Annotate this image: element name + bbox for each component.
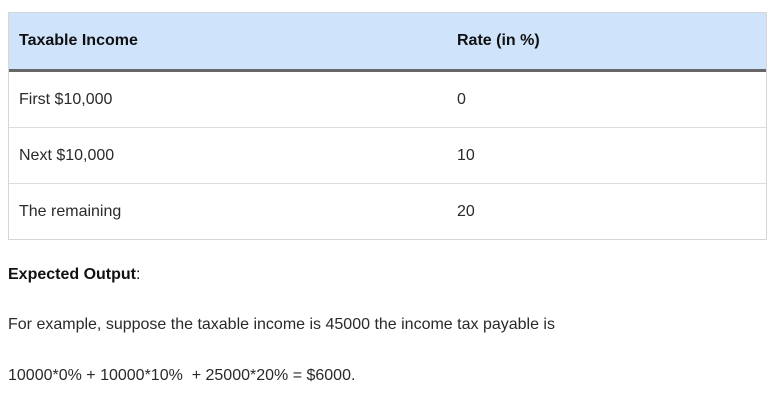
- tax-table: Taxable Income Rate (in %) First $10,000…: [9, 13, 766, 239]
- header-rate: Rate (in %): [453, 13, 766, 72]
- expected-output-label: Expected Output: [8, 266, 137, 283]
- rate-cell: 0: [453, 70, 766, 128]
- income-cell: Next $10,000: [9, 127, 453, 184]
- heading-colon: :: [136, 266, 141, 283]
- header-taxable-income: Taxable Income: [9, 13, 453, 72]
- table-row: First $10,000 0: [9, 70, 766, 128]
- header-row: Taxable Income Rate (in %): [9, 13, 766, 72]
- expected-output-heading: Expected Output:: [8, 264, 140, 286]
- table-header: Taxable Income Rate (in %): [9, 13, 766, 72]
- table-row: The remaining 20: [9, 184, 766, 240]
- income-cell: The remaining: [19, 202, 122, 220]
- rate-cell: 10: [453, 127, 766, 184]
- rate-cell: 20: [457, 202, 475, 220]
- example-paragraph: For example, suppose the taxable income …: [8, 316, 555, 333]
- table-body: First $10,000 0 Next $10,000 10 The rema…: [9, 70, 766, 240]
- income-cell: First $10,000: [9, 70, 453, 128]
- table-row: Next $10,000 10: [9, 127, 766, 184]
- formula-paragraph: 10000*0% + 10000*10% + 25000*20% = $6000…: [8, 367, 356, 384]
- tax-rate-table: Taxable Income Rate (in %) First $10,000…: [8, 12, 767, 240]
